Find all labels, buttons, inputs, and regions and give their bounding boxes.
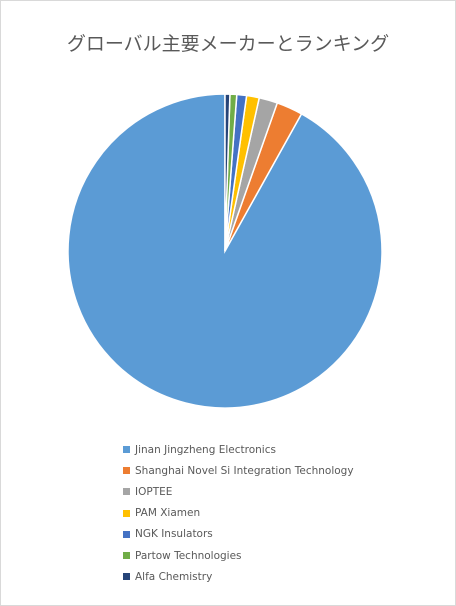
legend-item: Partow Technologies [123,545,354,566]
legend-swatch [123,573,130,581]
legend-label: NGK Insulators [135,528,213,541]
legend-label: Shanghai Novel Si Integration Technology [135,464,354,477]
legend-label: PAM Xiamen [135,507,201,520]
legend-item: Shanghai Novel Si Integration Technology [123,460,354,481]
legend-swatch [123,530,130,538]
legend-label: Partow Technologies [135,549,242,562]
pie-slice-7 [224,93,231,252]
legend-label: IOPTEE [135,485,173,498]
legend-swatch [123,488,130,496]
legend-swatch [123,552,130,560]
legend-item: Alfa Chemistry [123,566,354,587]
pie-chart [67,93,383,409]
legend-swatch [123,467,130,475]
chart-title: グローバル主要メーカーとランキング [66,33,390,55]
chart-legend: Jinan Jingzheng Electronics Shanghai Nove… [123,439,354,587]
legend-swatch [123,446,130,454]
legend-label: Alfa Chemistry [135,570,213,583]
legend-item: NGK Insulators [123,524,354,545]
legend-item: IOPTEE [123,481,354,502]
legend-swatch [123,509,130,517]
legend-item: Jinan Jingzheng Electronics [123,439,354,460]
legend-label: Jinan Jingzheng Electronics [135,443,276,456]
legend-item: PAM Xiamen [123,503,354,524]
